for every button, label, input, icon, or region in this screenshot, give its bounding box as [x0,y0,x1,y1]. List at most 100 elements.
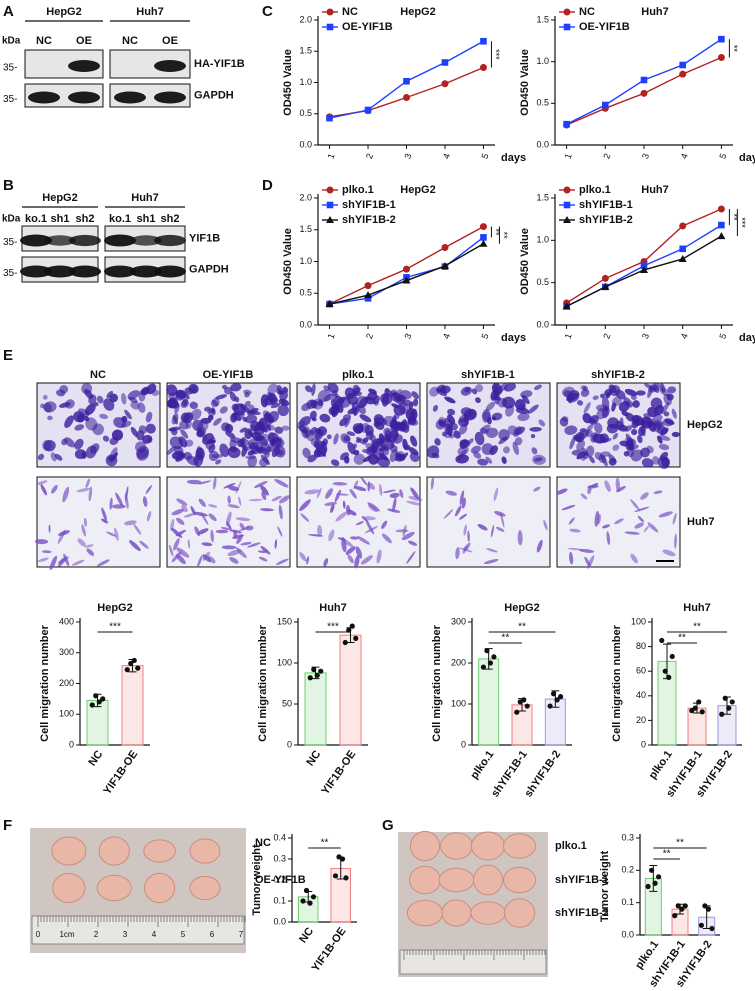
cell [101,507,107,521]
cell [64,399,75,409]
marker [403,265,410,273]
cell [308,534,324,537]
cell [273,445,286,458]
cell [62,486,70,503]
cell [240,541,252,546]
cell [491,412,503,421]
cell [490,525,495,538]
cell [634,506,650,512]
data-point [659,637,665,644]
cell [248,410,261,416]
tumor [472,864,504,896]
data-point [702,903,708,909]
y-tick-label: 0 [287,739,292,749]
cell [612,444,620,451]
marker [563,120,570,128]
cell [379,483,383,496]
marker [718,221,725,229]
cell [81,524,86,537]
protein-label: HA-YIF1B [194,58,245,70]
x-tick-label: 4 [441,332,452,340]
y-tick-label: 300 [59,647,74,657]
image-bg [426,476,551,568]
cell [207,408,215,414]
marker [601,282,610,290]
cell [247,542,261,548]
cell [279,390,288,401]
marker [678,254,687,262]
cell [208,450,219,462]
cell [167,397,179,409]
band [104,234,136,247]
cell [495,526,505,532]
cell [475,384,484,393]
y-tick-label: 20 [636,715,646,725]
cell [59,385,69,394]
cell [383,427,395,440]
cell [531,447,538,455]
cell [323,558,329,567]
cell-line: HepG2 [46,6,81,18]
cell [278,504,283,520]
cell [96,559,110,567]
cell [328,529,335,542]
y-tick-label: 150 [277,616,292,626]
cell [221,422,230,432]
cell [271,438,276,447]
data-point [722,695,728,701]
column-label: NC [90,369,106,381]
cell [330,504,335,513]
cell [667,386,677,394]
cell [397,421,410,432]
cell [213,417,222,426]
cell [267,383,278,395]
x-tick-label: 2 [601,332,612,340]
cell [405,408,418,422]
cell [351,405,357,416]
tumor [98,836,130,866]
bar [121,665,144,746]
kda-marker: 35- [3,268,17,279]
cell [235,517,251,521]
tumor [143,872,176,904]
cell [37,557,49,562]
cell [494,511,506,517]
cell [475,397,481,404]
cell [493,390,500,405]
cell [180,399,189,409]
x-tick-label: 1 [563,152,574,160]
cell [502,396,516,409]
cell [346,431,356,436]
cell [463,542,471,552]
cell [224,386,233,395]
x-tick-label: 5 [479,332,490,340]
cell [653,384,660,393]
cell [623,451,630,457]
cell [260,508,274,512]
tumor [189,838,221,864]
cell [34,539,49,545]
y-tick-label: 0.5 [299,108,312,118]
data-point [131,657,137,664]
cell [360,555,373,565]
marker [403,77,410,85]
cell [407,418,419,426]
cell [47,415,53,421]
cell [266,424,276,431]
column-label: OE-YIF1B [203,369,254,381]
cell [248,498,263,502]
x-tick-label: 5 [479,152,490,160]
chart-title: HepG2 [400,6,435,18]
x-axis-label: days [501,152,526,164]
marker [480,37,487,45]
cell [304,385,313,393]
cell [471,388,478,395]
cell [176,547,190,558]
cell [175,389,187,399]
data-point [343,875,349,881]
cell [657,456,670,469]
data-point [698,922,705,928]
cell [215,459,222,465]
data-point [726,705,732,711]
marker [640,76,648,84]
